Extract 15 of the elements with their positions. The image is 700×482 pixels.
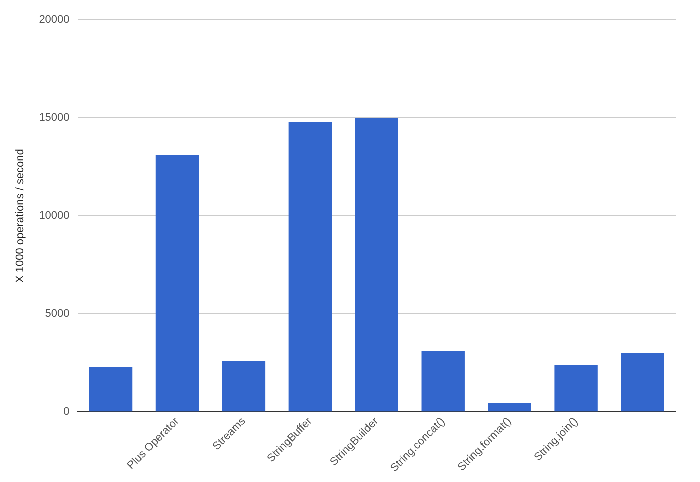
bar	[355, 118, 398, 412]
y-tick-label: 5000	[45, 308, 70, 320]
bar	[288, 122, 332, 412]
bar	[222, 361, 266, 412]
y-tick-label: 20000	[39, 14, 70, 26]
y-tick-label: 10000	[39, 210, 70, 222]
bar	[89, 367, 133, 412]
bar	[422, 351, 465, 412]
y-tick-label: 15000	[39, 112, 70, 124]
bar	[554, 365, 598, 412]
y-tick-label: 0	[64, 406, 70, 418]
bar	[156, 155, 200, 412]
y-axis-title: X 1000 operations / second	[14, 149, 27, 284]
bar	[621, 353, 664, 412]
bar	[488, 403, 532, 412]
